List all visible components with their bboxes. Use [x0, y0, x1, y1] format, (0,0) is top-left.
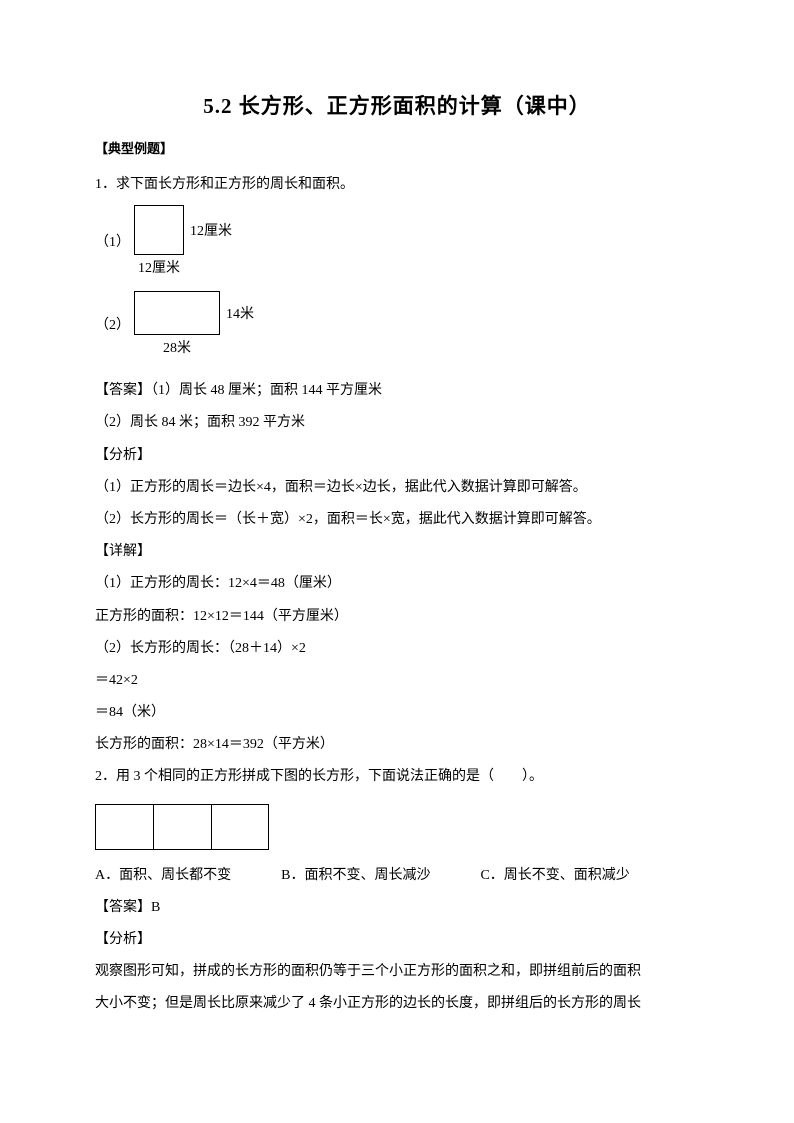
page-container: 5.2 长方形、正方形面积的计算（课中） 【典型例题】 1．求下面长方形和正方形… [0, 0, 794, 1061]
fig1-label-right: 12厘米 [190, 220, 232, 240]
option-b: B．面积不变、周长减沙 [281, 860, 430, 892]
answer1-line2: （2）周长 84 米；面积 392 平方米 [95, 407, 699, 439]
fig2-number: （2） [95, 314, 130, 334]
d1: （1）正方形的周长：12×4＝48（厘米） [95, 568, 699, 600]
q2-prompt: 2．用 3 个相同的正方形拼成下图的长方形，下面说法正确的是（ ）。 [95, 761, 699, 793]
d6: 长方形的面积：28×14＝392（平方米） [95, 729, 699, 761]
examples-header: 【典型例题】 [95, 138, 699, 157]
analysis-header-2: 【分析】 [95, 924, 699, 956]
sq-cell-2 [153, 804, 211, 850]
answer2: 【答案】B [95, 892, 699, 924]
fig2-label-right: 14米 [226, 303, 254, 323]
answer1-line1: 【答案】（1）周长 48 厘米；面积 144 平方厘米 [95, 375, 699, 407]
fig2-label-bottom: 28米 [134, 337, 220, 357]
d4: ＝42×2 [95, 665, 699, 697]
a2-line1: 观察图形可知，拼成的长方形的面积仍等于三个小正方形的面积之和，即拼组前后的面积 [95, 956, 699, 988]
analysis2: （2）长方形的周长＝（长＋宽）×2，面积＝长×宽，据此代入数据计算即可解答。 [95, 504, 699, 536]
figure-1-row: （1） 12厘米 12厘米 [95, 205, 699, 277]
detail-header: 【详解】 [95, 536, 699, 568]
analysis-header: 【分析】 [95, 440, 699, 472]
d5: ＝84（米） [95, 697, 699, 729]
d2: 正方形的面积：12×12＝144（平方厘米） [95, 601, 699, 633]
fig2-wrap: 14米 28米 [134, 291, 254, 357]
three-square-figure [95, 804, 699, 850]
sq-cell-3 [211, 804, 269, 850]
rectangle-shape [134, 291, 220, 335]
option-a: A．面积、周长都不变 [95, 860, 231, 892]
a2-line2: 大小不变；但是周长比原来减少了 4 条小正方形的边长的长度，即拼组后的长方形的周… [95, 988, 699, 1020]
square-shape [134, 205, 184, 255]
fig1-number: （1） [95, 231, 130, 251]
figure-2-row: （2） 14米 28米 [95, 291, 699, 357]
sq-cell-1 [95, 804, 153, 850]
option-c: C．周长不变、面积减少 [480, 860, 629, 892]
analysis1: （1）正方形的周长＝边长×4，面积＝边长×边长，据此代入数据计算即可解答。 [95, 472, 699, 504]
fig1-label-bottom: 12厘米 [134, 257, 184, 277]
d3: （2）长方形的周长：（28＋14）×2 [95, 633, 699, 665]
q1-prompt: 1．求下面长方形和正方形的周长和面积。 [95, 169, 699, 201]
q2-options: A．面积、周长都不变 B．面积不变、周长减沙 C．周长不变、面积减少 [95, 860, 699, 892]
page-title: 5.2 长方形、正方形面积的计算（课中） [95, 90, 699, 120]
fig1-wrap: 12厘米 12厘米 [134, 205, 232, 277]
